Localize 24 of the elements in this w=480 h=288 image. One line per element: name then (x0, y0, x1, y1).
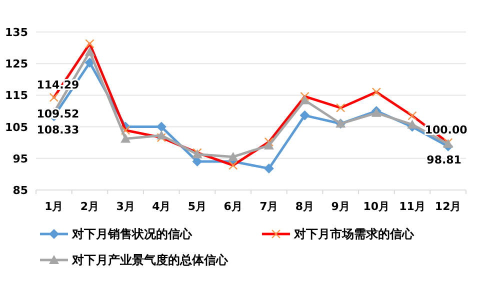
y-tick-label: 105 (5, 120, 28, 134)
y-tick-label: 85 (12, 184, 28, 197)
x-tick-label: 8月 (295, 200, 314, 213)
data-label: 109.52 (36, 108, 80, 121)
x-tick-label: 9月 (331, 200, 350, 213)
x-tick-label: 11月 (399, 200, 426, 213)
y-tick-label: 115 (5, 89, 28, 102)
legend-label: 对下月市场需求的信心 (293, 227, 415, 241)
x-tick-label: 6月 (224, 200, 242, 213)
legend-label: 对下月销售状况的信心 (71, 227, 193, 241)
legend-label: 对下月产业景气度的总体信心 (71, 253, 229, 267)
y-tick-label: 135 (5, 26, 28, 39)
data-label: 98.81 (426, 153, 462, 166)
y-tick-label: 95 (12, 152, 28, 166)
x-tick-label: 4月 (152, 200, 171, 213)
data-label: 108.33 (36, 123, 80, 136)
y-tick-label: 125 (5, 58, 28, 71)
x-tick-label: 5月 (188, 200, 207, 213)
x-tick-label: 7月 (260, 200, 278, 213)
x-tick-label: 2月 (80, 200, 100, 213)
x-tick-label: 1月 (44, 200, 64, 213)
x-tick-label: 3月 (116, 200, 135, 213)
x-tick-label: 12月 (434, 200, 462, 213)
x-tick-label: 10月 (363, 200, 390, 213)
